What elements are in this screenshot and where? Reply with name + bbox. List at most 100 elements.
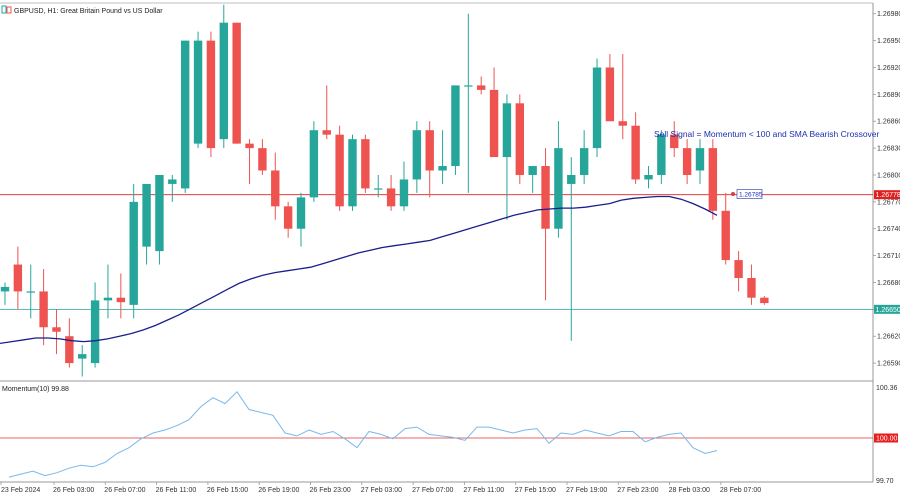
candle <box>721 192 730 265</box>
candle <box>695 139 705 184</box>
candle <box>232 22 241 144</box>
time-axis-tick-label: 27 Feb 15:00 <box>515 487 556 494</box>
candle-body <box>0 286 10 292</box>
candle-body <box>168 179 177 184</box>
candle <box>348 134 357 211</box>
sma-layer <box>0 195 718 345</box>
candle-body <box>708 148 718 211</box>
candle-body <box>528 166 537 175</box>
candle-body <box>245 143 254 149</box>
candle-body <box>116 297 126 303</box>
candle <box>657 130 666 184</box>
price-axis-tick-label: 1.26590 <box>877 361 900 368</box>
lower-price-tag-label: 1.26650 <box>876 307 900 314</box>
time-axis-tick-label: 26 Feb 07:00 <box>104 487 145 494</box>
candle <box>682 139 692 184</box>
candle-body <box>605 67 615 122</box>
candle-body <box>670 134 679 149</box>
sell-signal-annotation: Sell Signal = Momentum < 100 and SMA Bea… <box>654 129 880 139</box>
momentum-label: Momentum(10) 99.88 <box>2 386 69 393</box>
time-axis-tick-label: 28 Feb 07:00 <box>720 487 761 494</box>
candle-body <box>747 277 756 298</box>
price-axis-tick-label: 1.26830 <box>877 146 900 153</box>
time-axis-tick-label: 26 Feb 15:00 <box>207 487 248 494</box>
candle-body <box>78 354 87 359</box>
candle <box>78 345 87 377</box>
candle <box>258 139 267 175</box>
candle <box>579 130 589 184</box>
candle-body <box>425 130 434 171</box>
candle-body <box>180 40 190 189</box>
candle <box>296 192 306 247</box>
time-axis-tick-label: 27 Feb 11:00 <box>463 487 504 494</box>
candle <box>451 85 460 175</box>
candle-body <box>39 291 48 328</box>
price-axis-tick-label: 1.26770 <box>877 199 900 206</box>
price-axis-tick-label: 1.26680 <box>877 280 900 287</box>
price-axis-tick-label: 1.26710 <box>877 253 900 260</box>
candle <box>502 94 512 220</box>
candle-body <box>65 336 74 364</box>
sma-line <box>0 195 718 345</box>
momentum-level-tag-text: 100.00 <box>876 436 898 443</box>
price-marker: 1.26785 <box>731 189 763 199</box>
candle <box>245 139 254 184</box>
candle <box>670 121 679 158</box>
candle-body <box>155 174 164 252</box>
candle-body <box>309 130 319 198</box>
candle-body <box>348 139 357 207</box>
candle <box>219 4 228 149</box>
candle-body <box>657 134 666 175</box>
price-axis-tick-label: 1.26950 <box>877 38 900 45</box>
price-axis-tick-label: 1.26980 <box>877 11 900 18</box>
candle <box>644 166 653 189</box>
price-marker-label: 1.26785 <box>739 192 763 199</box>
price-marker-box <box>736 189 763 199</box>
candle-body <box>579 148 589 175</box>
candle-body <box>695 148 705 171</box>
candle <box>374 174 383 198</box>
time-axis-tick-label: 26 Feb 11:00 <box>156 487 197 494</box>
candle <box>631 112 640 184</box>
candle <box>26 264 35 319</box>
price-axis-tick-label: 1.26740 <box>877 226 900 233</box>
candle <box>489 67 499 158</box>
candle <box>283 201 293 238</box>
price-axis-tick-label: 1.26920 <box>877 65 900 72</box>
candle <box>39 269 48 346</box>
upper-price-tag-label: 1.26778 <box>876 192 900 199</box>
candle-body <box>296 197 306 229</box>
candle-body <box>631 125 640 180</box>
candle-body <box>644 174 653 180</box>
candle <box>386 174 396 211</box>
candle <box>567 157 576 341</box>
candle <box>618 54 627 140</box>
candle <box>0 282 10 305</box>
candle <box>541 148 550 301</box>
candle-body <box>682 148 692 175</box>
candle <box>193 31 203 149</box>
candle <box>515 94 524 184</box>
candle <box>464 13 473 193</box>
candle <box>13 246 23 310</box>
price-axis-tick-label: 1.26620 <box>877 334 900 341</box>
momentum-axis-top: 100.36 <box>876 385 898 392</box>
candle-body <box>52 327 61 332</box>
candle-body <box>502 103 512 158</box>
candle <box>103 264 113 319</box>
candle-body <box>592 67 602 149</box>
candle <box>592 58 602 158</box>
candle-body <box>489 89 499 158</box>
time-axis-tick-label: 27 Feb 03:00 <box>361 487 402 494</box>
candle-body <box>515 103 524 175</box>
candle <box>747 264 756 305</box>
candle-body <box>399 179 409 207</box>
candle-body <box>322 130 331 135</box>
candle <box>322 85 331 140</box>
candle-body <box>335 134 344 207</box>
candle <box>528 166 537 193</box>
candle-body <box>13 264 23 292</box>
chart-title: GBPUSD, H1: Great Britain Pound vs US Do… <box>14 8 163 15</box>
candle <box>142 183 151 265</box>
